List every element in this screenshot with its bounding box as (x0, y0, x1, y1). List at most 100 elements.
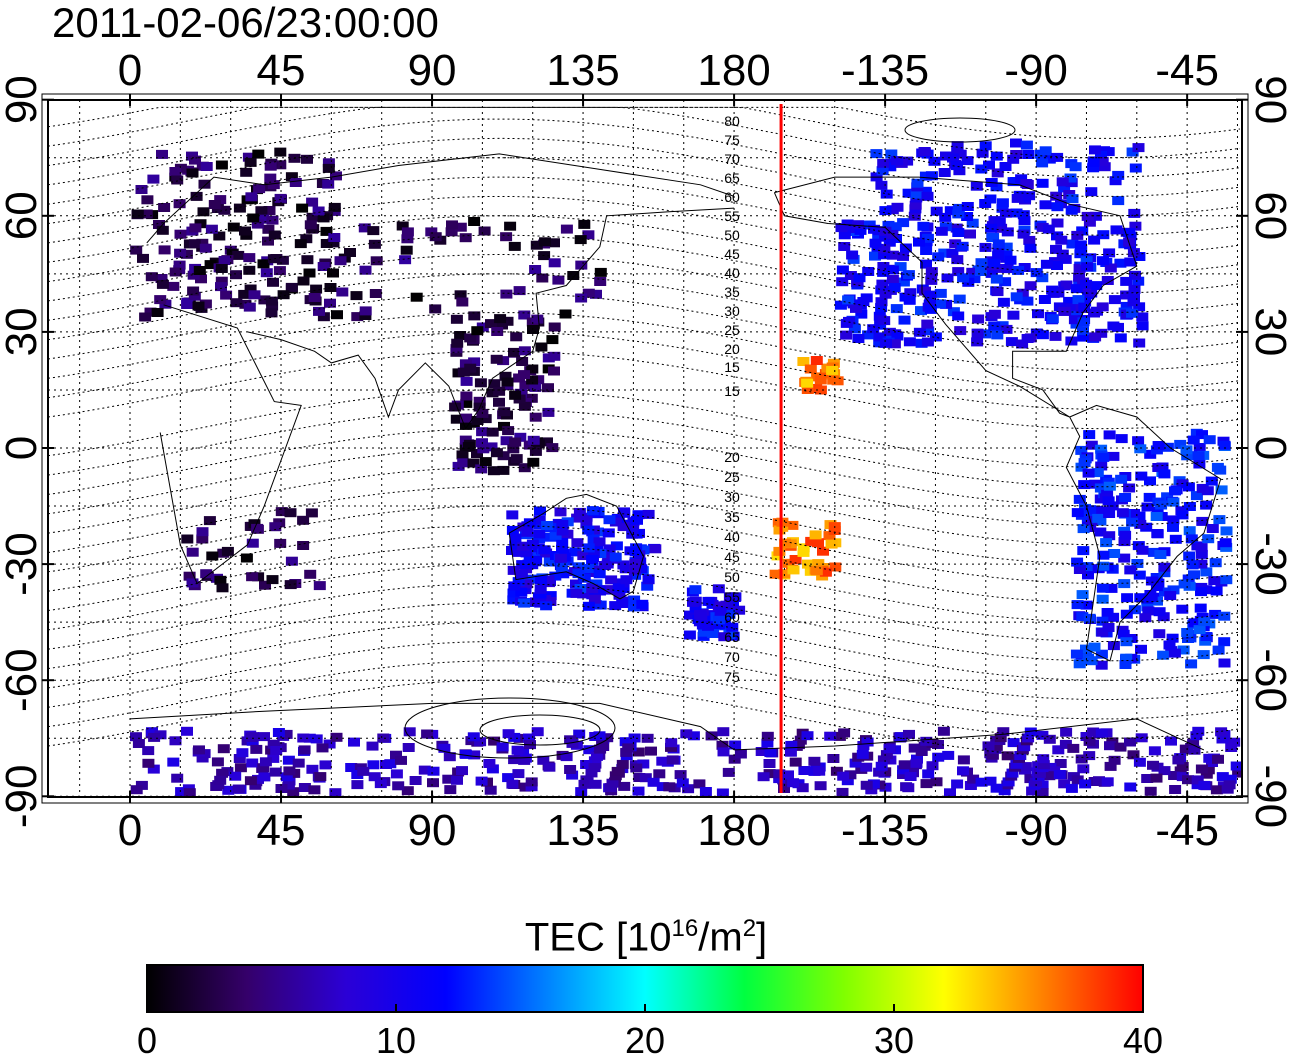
tec-patch (1103, 248, 1115, 257)
tec-patch (1225, 743, 1237, 752)
tec-patch (1249, 752, 1261, 761)
tec-patch (313, 207, 325, 216)
tec-patch (171, 774, 183, 783)
tec-patch (1164, 591, 1176, 600)
tec-patch (304, 570, 316, 579)
tec-patch (677, 778, 689, 787)
tec-patch (137, 254, 149, 263)
tec-patch (790, 758, 802, 767)
tec-patch (249, 290, 261, 299)
lon-tick-bottom: 0 (118, 806, 142, 855)
tec-patch (1130, 164, 1142, 173)
tec-patch (1193, 451, 1205, 460)
tec-patch (540, 601, 552, 610)
tec-patch (468, 732, 480, 741)
tec-patch (217, 583, 229, 592)
tec-patch (938, 727, 950, 736)
lat-tick-left: 30 (0, 307, 46, 356)
tec-patch (283, 766, 295, 775)
tec-patch (266, 297, 278, 306)
tec-patch (1200, 501, 1212, 510)
tec-patch (509, 242, 521, 251)
tec-patch (689, 585, 701, 594)
tec-patch (801, 379, 813, 388)
tec-patch (1275, 181, 1287, 190)
tec-patch (1046, 286, 1058, 295)
tec-patch (497, 742, 509, 751)
tec-patch (1137, 321, 1149, 330)
tec-patch (1195, 604, 1207, 613)
tec-patch (1071, 650, 1083, 659)
tec-patch (132, 210, 144, 219)
lat-tick-right: 30 (1246, 307, 1292, 356)
tec-patch (212, 757, 224, 766)
tec-patch (838, 728, 850, 737)
tec-patch (1076, 755, 1088, 764)
tec-patch (1158, 469, 1170, 478)
tec-patch (1112, 196, 1124, 205)
tec-patch (700, 787, 712, 796)
tec-patch (1077, 546, 1089, 555)
tec-patch (1134, 758, 1146, 767)
tec-patch (1005, 256, 1017, 265)
tec-patch (480, 457, 492, 466)
tec-patch (187, 169, 199, 178)
tec-patch (468, 217, 480, 226)
contour-label: 35 (724, 284, 740, 300)
tec-patch (189, 156, 201, 165)
lon-tick-top: 45 (257, 46, 306, 95)
tec-patch (878, 316, 890, 325)
tec-patch (1204, 435, 1216, 444)
tec-patch (158, 203, 170, 212)
tec-patch (170, 736, 182, 745)
tec-patch (309, 293, 321, 302)
tec-patch (206, 552, 218, 561)
tec-patch (329, 203, 341, 212)
tec-patch (590, 780, 602, 789)
tec-patch (1115, 475, 1127, 484)
tec-patch (479, 227, 491, 236)
tec-patch (274, 539, 286, 548)
tec-patch (630, 764, 642, 773)
tec-patch (1172, 755, 1184, 764)
tec-patch (1276, 182, 1288, 191)
tec-patch (1124, 565, 1136, 574)
tec-patch (1185, 659, 1197, 668)
tec-patch (1089, 332, 1101, 341)
tec-patch (148, 733, 160, 742)
tec-patch (451, 776, 463, 785)
tec-patch (301, 155, 313, 164)
contour-label: 30 (724, 303, 740, 319)
tec-patch (633, 787, 645, 796)
tec-patch (232, 251, 244, 260)
tec-patch (1007, 155, 1019, 164)
tec-patch (1164, 641, 1176, 650)
tec-patch (555, 507, 567, 516)
tec-patch (189, 223, 201, 232)
tec-patch (375, 779, 387, 788)
tec-patch (1198, 781, 1210, 790)
tec-patch (837, 266, 849, 275)
tec-patch (1079, 458, 1091, 467)
tec-patch (561, 225, 573, 234)
tec-patch (1224, 780, 1236, 789)
tec-patch (1128, 209, 1140, 218)
tec-patch (477, 444, 489, 453)
tec-patch (1128, 294, 1140, 303)
tec-patch (927, 761, 939, 770)
tec-patch (200, 244, 212, 253)
tec-patch (1060, 728, 1072, 737)
tec-patch (498, 407, 510, 416)
tec-patch (1124, 738, 1136, 747)
contour-label: 55 (724, 208, 740, 224)
tec-patch (461, 377, 473, 386)
tec-patch (1088, 158, 1100, 167)
tec-patch (512, 746, 524, 755)
tec-patch (1133, 339, 1145, 348)
tec-patch (939, 168, 951, 177)
tec-patch (1218, 612, 1230, 621)
tec-patch (463, 442, 475, 451)
tec-patch (533, 529, 545, 538)
tec-patch (1109, 295, 1121, 304)
tec-patch (663, 782, 675, 791)
